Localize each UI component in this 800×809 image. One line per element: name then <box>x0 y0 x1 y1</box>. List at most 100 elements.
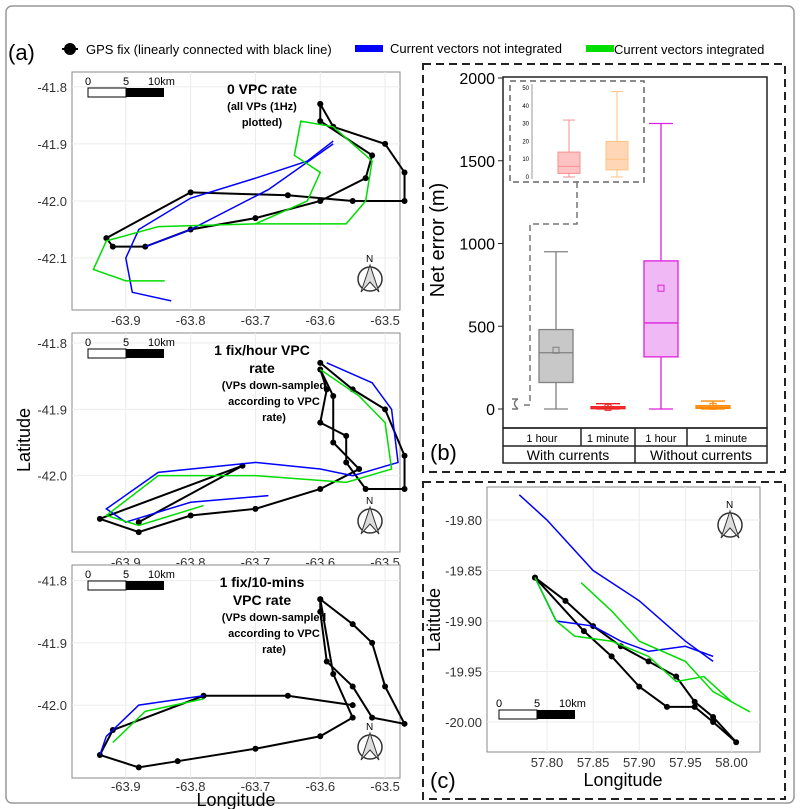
plot-area <box>71 564 401 779</box>
scalebar-tick-0: 0 <box>85 76 91 88</box>
gps-fix-marker <box>317 596 324 603</box>
x-tick-label: 57.95 <box>669 755 702 770</box>
gps-fix-marker <box>349 714 356 721</box>
gps-fix-marker <box>317 608 324 615</box>
y-tick-label: 1500 <box>459 154 495 171</box>
box-c1h <box>538 328 574 384</box>
north-label: N <box>366 722 373 733</box>
gps-fix-marker <box>135 519 142 526</box>
panel-subtitle: rate) <box>262 412 286 424</box>
north-arrow-needle <box>360 505 380 535</box>
gps-fix-marker <box>323 658 330 665</box>
inset-y-tick-label: 40 <box>522 104 529 110</box>
gps-fix-marker <box>252 215 259 222</box>
scalebar-tick-0: 0 <box>85 337 91 349</box>
panel-title: 1 fix/hour VPC <box>214 342 310 358</box>
y-tick-label: -19.95 <box>445 665 482 680</box>
x-tick-label: -63.7 <box>241 313 271 328</box>
gps-fix-marker <box>401 197 408 204</box>
panel-subtitle: according to VPC <box>228 628 320 640</box>
gps-fix-marker <box>317 419 324 426</box>
map-panel-a2: -63.9 -63.8 -63.7 -63.6 -63.5-41.8-41.9-42.0… <box>14 332 408 570</box>
category-label: 1 hour <box>526 433 558 445</box>
inset-box-rect <box>605 140 629 171</box>
north-arrow-needle <box>360 731 380 761</box>
category-label: 1 minute <box>587 433 629 445</box>
panel-label-b: (b) <box>430 440 457 465</box>
gps-fix-marker <box>562 597 569 604</box>
gps-fix-marker <box>317 733 324 740</box>
gps-fix-marker <box>645 658 652 665</box>
inset-y-tick-label: 20 <box>522 139 529 145</box>
legend-green-swatch <box>586 45 614 52</box>
gps-fix-marker <box>733 739 740 746</box>
y-tick-label: -41.8 <box>37 80 67 95</box>
panel-title: 0 VPC rate <box>227 81 297 97</box>
gps-fix-marker <box>362 175 369 182</box>
x-tick-label: 57.90 <box>623 755 656 770</box>
gps-fix-marker <box>317 118 324 125</box>
y-tick-label: -19.80 <box>445 513 482 528</box>
gps-fix-marker <box>580 628 587 635</box>
zoom-bracket-icon <box>512 398 519 410</box>
gps-fix-marker <box>135 764 142 771</box>
plot-area <box>486 486 761 753</box>
y-tick-label: -20.00 <box>445 715 482 730</box>
panel-title: 1 fix/10-mins <box>220 574 305 590</box>
gps-fix-marker <box>673 673 680 680</box>
x-tick-label: 57.85 <box>577 755 610 770</box>
scalebar-tick-5: 5 <box>534 698 540 710</box>
gps-fix-marker <box>369 714 376 721</box>
y-tick-label: -19.90 <box>445 614 482 629</box>
x-tick-label: -63.8 <box>176 779 206 794</box>
map-panel-a1: -63.9 -63.8 -63.7 -63.6 -63.5 -41.8 -41.9 -42.0… <box>37 71 408 328</box>
track-not_integrated <box>518 494 714 663</box>
inset-y-tick-label: 50 <box>522 86 529 92</box>
gps-fix-marker <box>349 683 356 690</box>
gps-fix-marker <box>317 359 324 366</box>
gps-fix-marker <box>608 653 615 660</box>
gps-fix-marker <box>401 169 408 176</box>
track-gps <box>104 103 406 248</box>
inset-box-rect <box>557 151 581 174</box>
gps-fix-marker <box>109 243 116 250</box>
y-tick-label: -42.0 <box>37 194 67 209</box>
panel-subtitle: plotted) <box>242 117 283 129</box>
y-tick-label: -41.9 <box>37 402 67 417</box>
map-panel-a3: -63.9 -63.8 -63.7 -63.6 -63.5 -41.8 -41.9 -42.0… <box>37 564 408 809</box>
gps-fix-marker <box>636 683 643 690</box>
north-label: N <box>366 254 373 265</box>
category-label: 1 hour <box>645 433 677 445</box>
scalebar-tick-10: 10km <box>148 569 175 581</box>
scalebar-white <box>87 580 127 591</box>
north-label: N <box>366 496 373 507</box>
mean-marker <box>604 403 612 411</box>
gps-fix-marker <box>369 639 376 646</box>
scalebar-black <box>126 349 164 358</box>
gps-fix-marker <box>356 466 363 473</box>
mean-marker <box>709 402 717 410</box>
gps-fix-marker <box>362 485 369 492</box>
x-tick-label: -63.7 <box>241 779 271 794</box>
x-tick-label: -63.5 <box>370 779 400 794</box>
gps-fix-marker <box>710 719 717 726</box>
gps-fix-marker <box>382 406 389 413</box>
y-tick-label: -41.8 <box>37 574 67 589</box>
y-tick-label: -42.0 <box>37 469 67 484</box>
gps-fix-marker <box>401 452 408 459</box>
panel-subtitle: (VPs down-sampled <box>222 612 327 624</box>
gps-fix-marker <box>343 459 350 466</box>
x-axis-label: Longitude <box>583 770 662 790</box>
inset-box <box>557 119 581 178</box>
gps-fix-marker <box>317 100 324 107</box>
panel-label-a: (a) <box>8 40 35 65</box>
map-panel-c: 57.80 57.85 57.90 57.95 58.00 -19.80 -19.85 -19… <box>424 486 761 790</box>
y-axis-label: Latitude <box>424 588 444 652</box>
gps-fix-marker <box>382 140 389 147</box>
scalebar-tick-5: 5 <box>123 337 129 349</box>
x-axis-label: Longitude <box>196 790 275 809</box>
panel-subtitle: (all VPs (1Hz) <box>227 101 297 113</box>
legend: (a) GPS fix (linearly connected with bla… <box>8 40 764 65</box>
track-not_integrated <box>125 140 334 302</box>
plot-area <box>71 71 401 311</box>
